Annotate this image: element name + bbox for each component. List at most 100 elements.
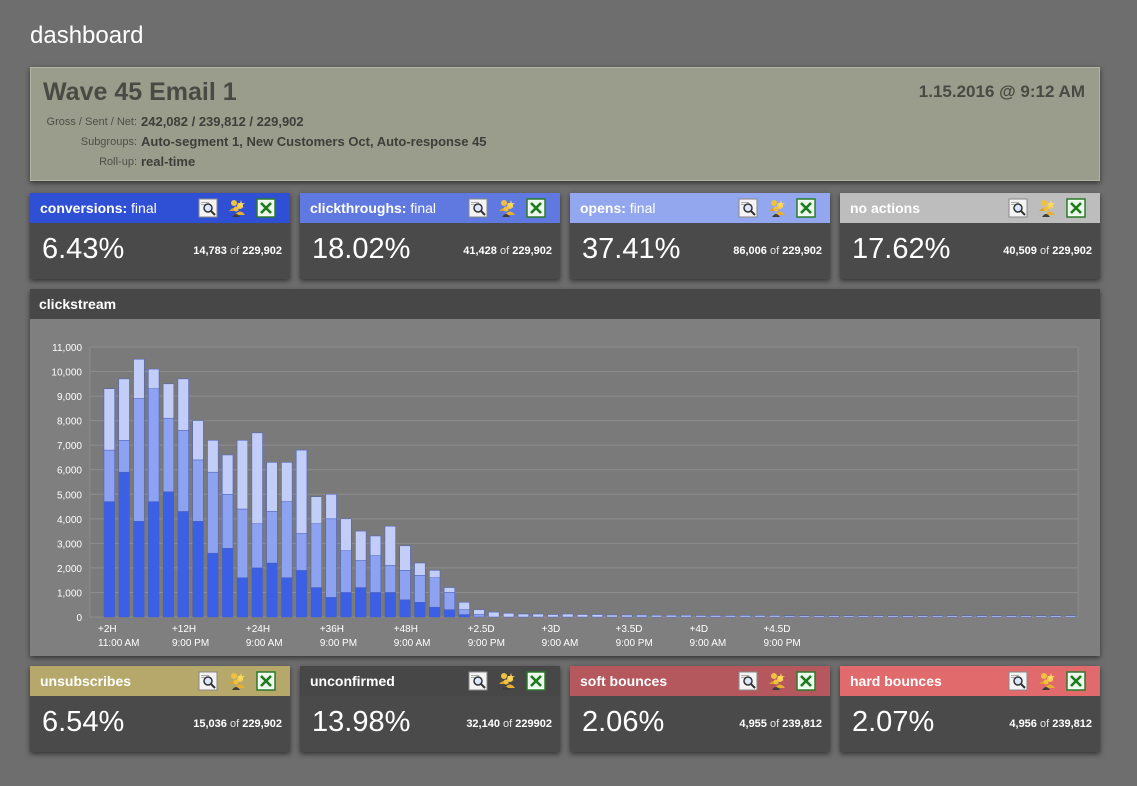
bar-segment (251, 432, 263, 524)
bar-segment (591, 614, 603, 618)
metric-card-header: unsubscribes (30, 666, 290, 696)
magnifier-icon[interactable] (468, 671, 488, 691)
metric-name: conversions: (40, 200, 128, 216)
bar-segment (503, 613, 515, 618)
bar-segment (917, 615, 929, 618)
x-tick-sublabel: 9:00 PM (616, 638, 653, 649)
bar-segment (458, 602, 470, 610)
users-icon[interactable] (1037, 671, 1057, 691)
metric-card-title: conversions: final (40, 200, 157, 216)
campaign-name: Wave 45 Email 1 (43, 78, 237, 106)
bar-segment (562, 613, 574, 618)
metric-count: 40,509 of 229,902 (1003, 245, 1092, 257)
x-tick-label: +2H (98, 624, 117, 635)
bar-segment (443, 592, 456, 610)
bar-segment (222, 494, 234, 549)
clickstream-panel: clickstream 0 1,000 2,000 3,000 4,000 5,000 6,… (30, 289, 1100, 656)
y-tick-label: 6,000 (57, 466, 82, 477)
metric-count-total: 229,902 (1052, 245, 1092, 257)
metric-count-total: 239,812 (782, 718, 822, 730)
x-tick-label: +36H (320, 624, 344, 635)
bar-segment (325, 494, 337, 520)
metric-percentage: 6.54% (42, 706, 125, 738)
excel-icon[interactable] (256, 198, 276, 218)
x-tick-sublabel: 11:00 AM (98, 638, 140, 649)
bar-segment (488, 611, 500, 618)
metric-card-opens: opens: final 37.41% 86,006 of 229,902 (570, 193, 830, 279)
bar-segment (961, 615, 973, 618)
magnifier-icon[interactable] (1008, 671, 1028, 691)
users-icon[interactable] (497, 671, 517, 691)
metric-percentage: 2.06% (582, 706, 665, 738)
metric-card-clickthroughs: clickthroughs: final 18.02% 41,428 of 229,… (300, 193, 560, 279)
bar-segment (177, 378, 189, 431)
bar-segment (369, 555, 382, 593)
bar-segment (473, 614, 485, 618)
x-tick-label: +12H (172, 624, 196, 635)
bar-segment (177, 430, 189, 512)
x-tick-label: +2.5D (468, 624, 495, 635)
users-icon[interactable] (227, 671, 247, 691)
users-icon[interactable] (767, 671, 787, 691)
metric-count-of: of (499, 245, 510, 257)
users-icon[interactable] (1037, 198, 1057, 218)
bar-segment (517, 613, 529, 618)
metric-card-title: soft bounces (580, 673, 667, 689)
x-tick-sublabel: 9:00 PM (320, 638, 357, 649)
excel-icon[interactable] (526, 671, 546, 691)
bar-segment (222, 548, 234, 618)
bar-segment (118, 440, 130, 473)
users-icon[interactable] (767, 198, 787, 218)
bar-segment (266, 562, 278, 618)
users-icon[interactable] (497, 198, 517, 218)
magnifier-icon[interactable] (1008, 198, 1028, 218)
bar-segment (103, 388, 115, 451)
metric-card-title: no actions (850, 200, 920, 216)
metric-card-header: opens: final (570, 193, 830, 223)
excel-icon[interactable] (526, 198, 546, 218)
metric-count: 15,036 of 229,902 (193, 718, 282, 730)
bar-segment (295, 533, 308, 571)
excel-icon[interactable] (796, 671, 816, 691)
metric-card-header: no actions (840, 193, 1100, 223)
bar-segment (429, 577, 441, 608)
metric-count-of: of (769, 718, 780, 730)
magnifier-icon[interactable] (738, 198, 758, 218)
excel-icon[interactable] (796, 198, 816, 218)
bar-segment (192, 521, 204, 618)
magnifier-icon[interactable] (468, 198, 488, 218)
subgroups-label: Subgroups: (80, 136, 137, 148)
bar-segment (606, 614, 618, 618)
magnifier-icon[interactable] (738, 671, 758, 691)
excel-icon[interactable] (256, 671, 276, 691)
bar-segment (739, 615, 751, 618)
bar-segment (133, 521, 145, 618)
x-tick-label: +3.5D (616, 624, 643, 635)
bar-segment (547, 614, 559, 618)
bar-segment (399, 545, 411, 571)
bar-segment (458, 614, 470, 618)
x-tick-label: +4.5D (763, 624, 790, 635)
bar-segment (576, 614, 589, 618)
magnifier-icon[interactable] (198, 671, 218, 691)
users-icon[interactable] (227, 198, 247, 218)
bar-segment (1005, 615, 1017, 618)
bar-segment (222, 454, 234, 495)
metric-card-conversions: conversions: final 6.43% 14,783 of 229,902 (30, 193, 290, 279)
excel-icon[interactable] (1066, 671, 1086, 691)
bar-segment (133, 359, 145, 399)
bar-segment (103, 501, 115, 618)
bar-segment (1035, 615, 1047, 618)
bar-segment (828, 615, 840, 618)
metric-count: 14,783 of 229,902 (193, 245, 282, 257)
bar-segment (931, 615, 944, 618)
bar-segment (236, 508, 248, 578)
metric-count-total: 229902 (515, 718, 552, 730)
bar-segment (236, 440, 248, 510)
metric-count-total: 229,902 (512, 245, 552, 257)
magnifier-icon[interactable] (198, 198, 218, 218)
excel-icon[interactable] (1066, 198, 1086, 218)
bar-segment (103, 449, 115, 502)
metric-count-total: 239,812 (1052, 718, 1092, 730)
bar-segment (310, 523, 322, 588)
